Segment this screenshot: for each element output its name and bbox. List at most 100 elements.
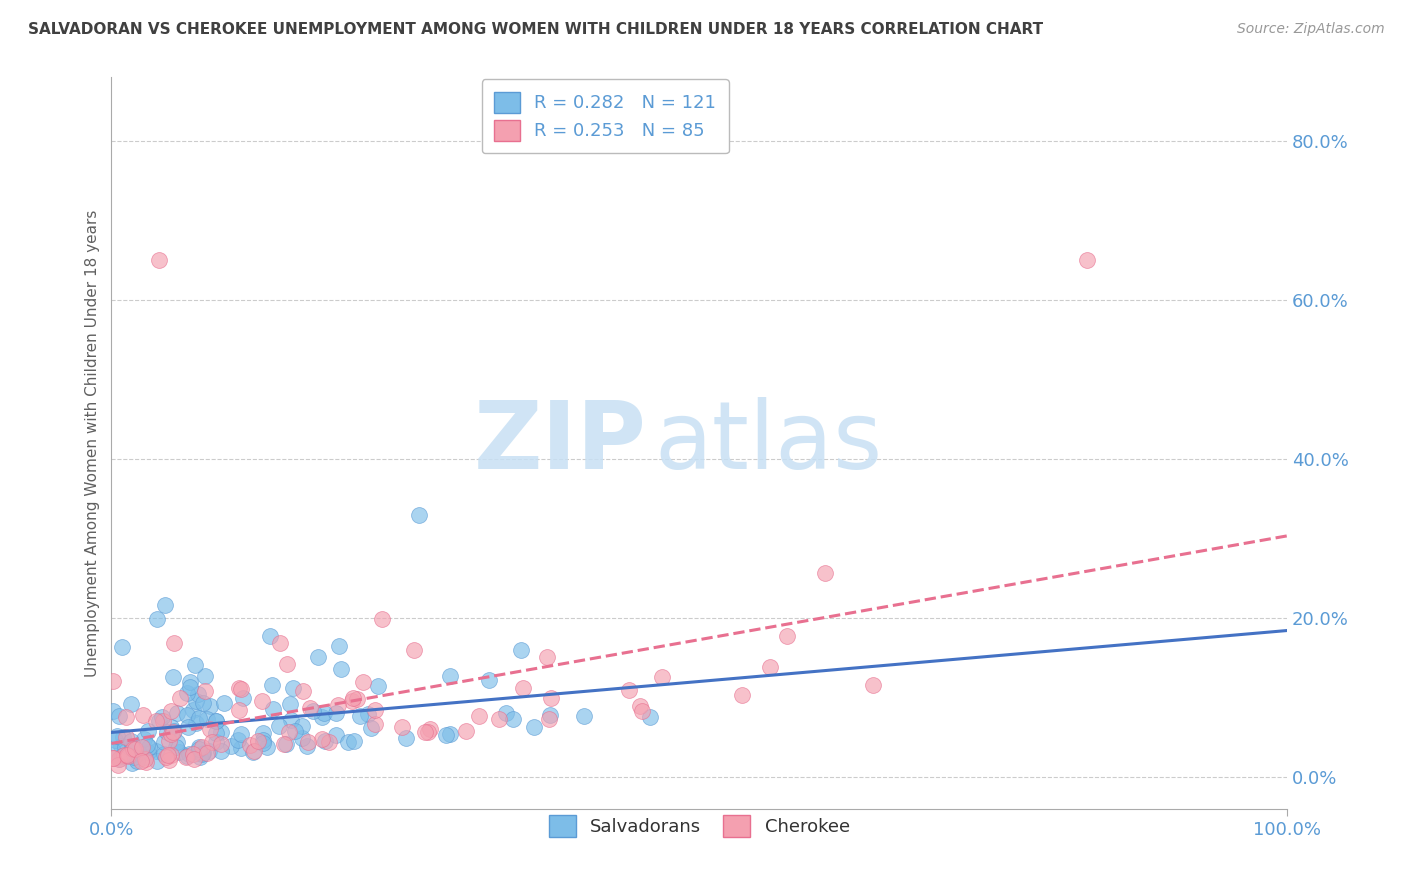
Point [291, 683, 314, 698]
Point [184, 658, 207, 673]
Point [152, 714, 174, 728]
Point [163, 636, 186, 650]
Point [416, 724, 439, 739]
Point [328, 640, 350, 654]
Point [628, 698, 651, 713]
Point [145, 744, 167, 758]
Point [439, 669, 461, 683]
Point [163, 724, 186, 739]
Point [280, 713, 302, 727]
Point [814, 566, 837, 580]
Point [326, 698, 349, 713]
Point [176, 750, 198, 764]
Point [195, 712, 218, 726]
Point [311, 732, 333, 747]
Point [117, 747, 139, 762]
Point [181, 747, 204, 761]
Point [408, 508, 430, 522]
Point [107, 757, 129, 772]
Point [284, 723, 307, 738]
Point [160, 704, 183, 718]
Point [134, 749, 156, 764]
Point [638, 710, 661, 724]
Point [191, 739, 214, 754]
Point [502, 712, 524, 726]
Point [167, 746, 190, 760]
Legend: Salvadorans, Cherokee: Salvadorans, Cherokee [541, 807, 856, 844]
Point [177, 747, 200, 762]
Point [759, 660, 782, 674]
Point [776, 629, 799, 643]
Point [1076, 253, 1098, 268]
Point [509, 642, 531, 657]
Point [169, 690, 191, 705]
Point [110, 739, 132, 753]
Point [105, 729, 128, 743]
Point [120, 748, 142, 763]
Point [165, 739, 187, 754]
Point [135, 755, 157, 769]
Point [190, 747, 212, 761]
Point [269, 719, 291, 733]
Point [188, 742, 211, 756]
Point [311, 710, 333, 724]
Point [439, 727, 461, 741]
Point [730, 688, 752, 702]
Point [291, 731, 314, 746]
Point [391, 720, 413, 734]
Point [201, 735, 224, 749]
Point [176, 749, 198, 764]
Point [413, 725, 436, 739]
Point [159, 747, 181, 762]
Point [307, 650, 329, 665]
Point [204, 714, 226, 728]
Point [186, 694, 208, 708]
Point [252, 725, 274, 739]
Point [150, 709, 173, 723]
Point [177, 720, 200, 734]
Point [540, 690, 562, 705]
Point [538, 707, 561, 722]
Point [352, 674, 374, 689]
Point [367, 679, 389, 693]
Point [152, 735, 174, 749]
Y-axis label: Unemployment Among Women with Children Under 18 years: Unemployment Among Women with Children U… [86, 210, 100, 677]
Point [274, 737, 297, 751]
Point [114, 710, 136, 724]
Point [228, 703, 250, 717]
Point [343, 733, 366, 747]
Point [198, 699, 221, 714]
Point [120, 697, 142, 711]
Point [252, 733, 274, 747]
Point [160, 727, 183, 741]
Point [862, 678, 884, 692]
Point [297, 739, 319, 753]
Point [179, 680, 201, 694]
Point [120, 733, 142, 747]
Point [297, 735, 319, 749]
Point [454, 723, 477, 738]
Point [260, 678, 283, 692]
Point [651, 670, 673, 684]
Point [276, 657, 298, 671]
Point [132, 731, 155, 746]
Point [129, 754, 152, 768]
Point [631, 704, 654, 718]
Point [191, 746, 214, 760]
Point [179, 674, 201, 689]
Point [468, 708, 491, 723]
Point [125, 754, 148, 768]
Point [419, 722, 441, 736]
Point [299, 701, 322, 715]
Point [273, 737, 295, 751]
Point [495, 706, 517, 720]
Point [243, 744, 266, 758]
Point [349, 709, 371, 723]
Text: atlas: atlas [655, 397, 883, 490]
Point [198, 723, 221, 737]
Point [205, 735, 228, 749]
Point [111, 730, 134, 744]
Point [128, 746, 150, 760]
Point [101, 744, 124, 758]
Point [325, 728, 347, 742]
